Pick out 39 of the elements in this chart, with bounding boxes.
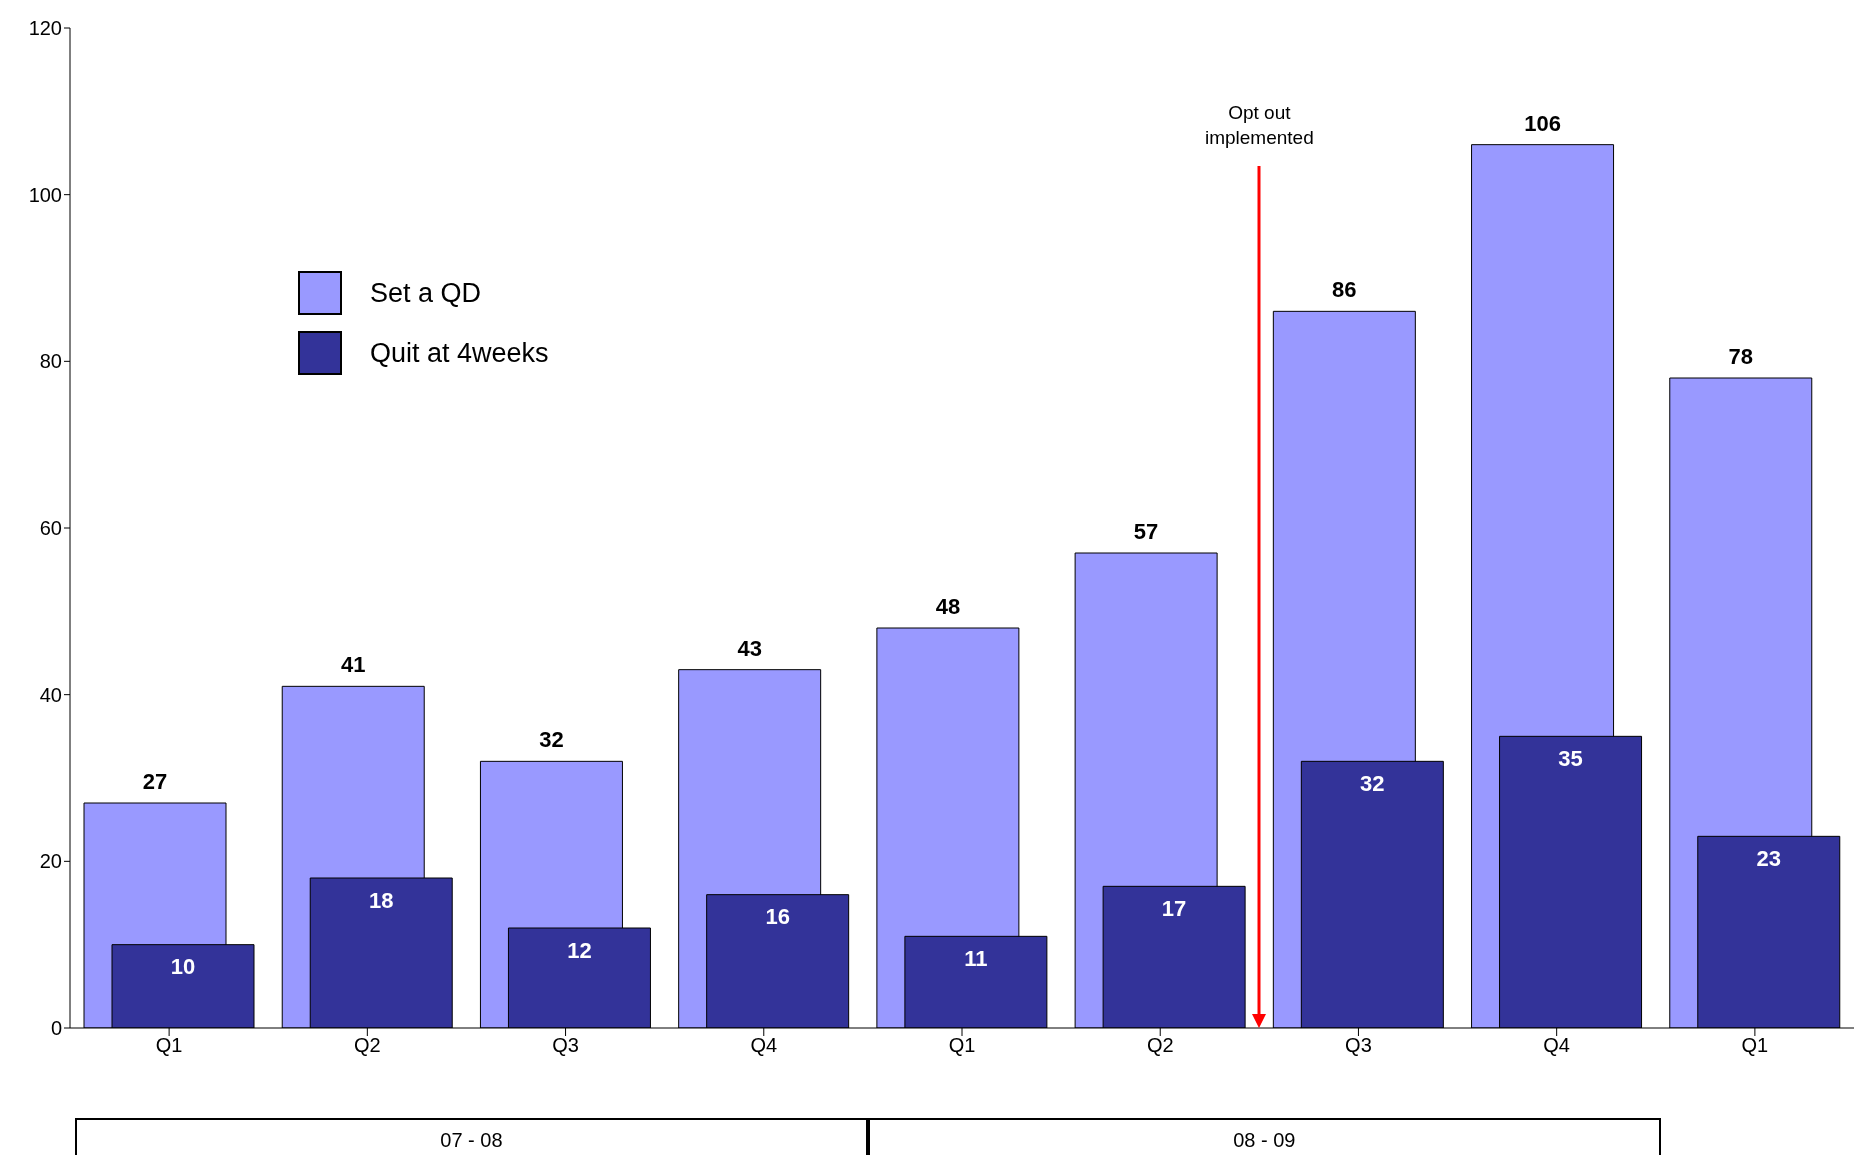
legend-label: Quit at 4weeks — [370, 337, 549, 369]
data-label: 78 — [1728, 344, 1754, 369]
data-label: 27 — [142, 769, 168, 794]
y-tick-label: 40 — [39, 683, 62, 706]
x-tick-label: Q4 — [1543, 1034, 1571, 1057]
annotation: Opt out implemented — [1203, 101, 1315, 150]
y-tick-label: 80 — [39, 350, 62, 373]
data-label: 23 — [1756, 845, 1782, 871]
data-label: 16 — [765, 904, 790, 930]
data-label: 10 — [170, 954, 196, 980]
text: 08 - 09 — [867, 1118, 1661, 1155]
x-tick-label: Q3 — [1345, 1034, 1372, 1057]
data-label: 32 — [1360, 770, 1385, 796]
data-label: 86 — [1332, 277, 1357, 303]
y-tick-label: 60 — [39, 517, 62, 540]
x-tick-label: Q1 — [1741, 1034, 1769, 1057]
y-tick-label: 100 — [28, 183, 62, 206]
x-tick-label: Q2 — [1146, 1034, 1174, 1057]
x-tick-label: Q1 — [948, 1034, 976, 1057]
y-tick-label: 0 — [50, 1017, 62, 1040]
data-label: 43 — [737, 635, 762, 661]
data-label: 48 — [935, 594, 961, 619]
data-label: 17 — [1161, 895, 1187, 921]
data-label: 106 — [1524, 110, 1561, 136]
text: 07 - 08 — [75, 1118, 868, 1155]
y-tick-label: 120 — [28, 17, 62, 40]
data-label: 41 — [340, 652, 366, 678]
legend-label: Set a QD — [370, 277, 482, 309]
data-label: 35 — [1558, 745, 1583, 771]
x-tick-label: Q4 — [750, 1034, 778, 1057]
data-label: 12 — [567, 937, 592, 963]
x-tick-label: Q2 — [353, 1034, 381, 1057]
data-label: 32 — [539, 727, 564, 753]
x-tick-label: Q1 — [155, 1034, 183, 1057]
data-label: 57 — [1133, 519, 1159, 544]
data-label: 11 — [964, 945, 988, 971]
x-tick-label: Q3 — [552, 1034, 579, 1057]
data-label: 18 — [368, 887, 394, 913]
y-tick-label: 20 — [39, 850, 62, 873]
